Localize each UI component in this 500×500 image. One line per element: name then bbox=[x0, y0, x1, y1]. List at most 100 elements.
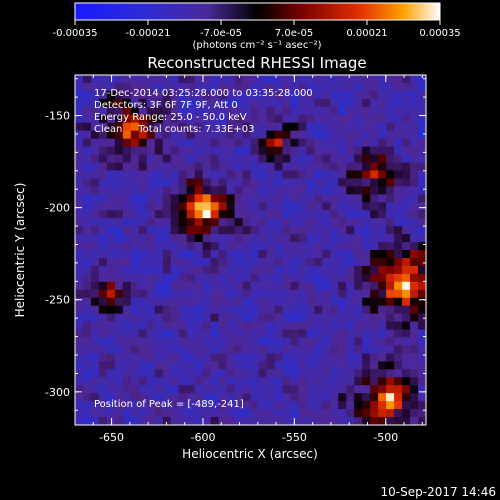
heatmap-cell bbox=[258, 273, 267, 283]
heatmap-cell bbox=[314, 337, 323, 346]
heatmap-cell bbox=[386, 409, 395, 418]
heatmap-cell bbox=[178, 146, 188, 156]
heatmap-cell bbox=[186, 401, 196, 410]
heatmap-cell bbox=[338, 385, 347, 394]
heatmap-cell bbox=[130, 82, 140, 92]
heatmap-cell bbox=[98, 401, 108, 410]
heatmap-cell bbox=[90, 377, 100, 386]
heatmap-cell bbox=[75, 75, 84, 84]
heatmap-cell bbox=[154, 297, 164, 307]
heatmap-cell bbox=[98, 369, 108, 378]
heatmap-cell bbox=[266, 385, 275, 394]
heatmap-cell bbox=[178, 313, 188, 323]
heatmap-cell bbox=[138, 154, 148, 163]
heatmap-cell bbox=[130, 146, 140, 156]
heatmap-cell bbox=[330, 218, 339, 227]
heatmap-cell bbox=[170, 313, 180, 323]
heatmap-cell bbox=[138, 289, 148, 299]
heatmap-cell bbox=[162, 281, 172, 291]
heatmap-cell bbox=[218, 273, 228, 283]
heatmap-cell bbox=[210, 194, 220, 203]
heatmap-cell bbox=[274, 393, 283, 402]
heatmap-cell bbox=[386, 170, 395, 179]
heatmap-cell bbox=[106, 265, 116, 275]
heatmap-cell bbox=[394, 138, 403, 148]
heatmap-cell bbox=[362, 186, 371, 195]
heatmap-cell bbox=[290, 162, 299, 171]
heatmap-cell bbox=[98, 257, 108, 267]
heatmap-cell bbox=[218, 226, 228, 235]
heatmap-cell bbox=[162, 409, 172, 418]
heatmap-cell bbox=[386, 90, 395, 100]
heatmap-cell bbox=[394, 337, 403, 346]
heatmap-cell bbox=[362, 234, 371, 243]
heatmap-cell bbox=[122, 122, 132, 132]
heatmap-cell bbox=[306, 90, 315, 100]
heatmap-cell bbox=[322, 226, 331, 235]
heatmap-cell bbox=[346, 218, 355, 227]
heatmap-cell bbox=[218, 385, 228, 394]
heatmap-cell bbox=[362, 345, 371, 354]
heatmap-cell bbox=[346, 90, 355, 100]
heatmap-cell bbox=[146, 202, 156, 211]
heatmap-cell bbox=[202, 345, 212, 354]
heatmap-cell bbox=[194, 265, 204, 275]
heatmap-cell bbox=[218, 210, 228, 219]
annotation-clean-counts: Clean Total counts: 7.33E+03 bbox=[94, 124, 254, 135]
heatmap-cell bbox=[330, 90, 339, 100]
heatmap-cell bbox=[202, 106, 212, 116]
heatmap-cell bbox=[378, 417, 387, 425]
heatmap-cell bbox=[146, 409, 156, 418]
heatmap-cell bbox=[194, 297, 204, 307]
heatmap-cell bbox=[186, 242, 196, 251]
heatmap-cell bbox=[378, 98, 387, 108]
heatmap-cell bbox=[298, 186, 307, 195]
heatmap-cell bbox=[90, 106, 100, 116]
heatmap-cell bbox=[362, 90, 371, 100]
heatmap-cell bbox=[98, 313, 108, 323]
heatmap-cell bbox=[242, 369, 251, 378]
heatmap-cell bbox=[314, 178, 323, 187]
heatmap-cell bbox=[290, 393, 299, 402]
heatmap-cell bbox=[322, 393, 331, 402]
heatmap-cell bbox=[210, 122, 220, 132]
heatmap-cell bbox=[314, 417, 323, 425]
heatmap-cell bbox=[122, 385, 132, 394]
heatmap-cell bbox=[210, 186, 220, 195]
heatmap-cell bbox=[354, 178, 363, 187]
heatmap-cell bbox=[122, 218, 132, 227]
heatmap-cell bbox=[146, 210, 156, 219]
heatmap-cell bbox=[378, 242, 387, 251]
heatmap-cell bbox=[306, 250, 315, 259]
heatmap-cell bbox=[386, 75, 395, 84]
heatmap-cell bbox=[394, 273, 403, 283]
heatmap-cell bbox=[218, 313, 228, 323]
heatmap-cell bbox=[82, 178, 92, 187]
heatmap-cell bbox=[402, 377, 411, 386]
heatmap-cell bbox=[266, 321, 275, 331]
heatmap-cell bbox=[378, 409, 387, 418]
heatmap-cell bbox=[386, 393, 395, 402]
heatmap-cell bbox=[178, 401, 188, 410]
heatmap-cell bbox=[338, 146, 347, 156]
heatmap-cell bbox=[90, 257, 100, 267]
heatmap-cell bbox=[346, 82, 355, 92]
heatmap-cell bbox=[362, 98, 371, 108]
heatmap-cell bbox=[75, 226, 84, 235]
heatmap-cell bbox=[146, 82, 156, 92]
heatmap-cell bbox=[122, 305, 132, 315]
heatmap-cell bbox=[154, 257, 164, 267]
heatmap-cell bbox=[242, 75, 251, 84]
heatmap-cell bbox=[130, 250, 140, 259]
heatmap-cell bbox=[106, 170, 116, 179]
heatmap-cell bbox=[354, 401, 363, 410]
heatmap-cell bbox=[75, 361, 84, 370]
heatmap-cell bbox=[98, 377, 108, 386]
heatmap-cell bbox=[298, 202, 307, 211]
heatmap-cell bbox=[274, 170, 283, 179]
heatmap-cell bbox=[242, 114, 251, 124]
heatmap-cell bbox=[402, 130, 411, 140]
heatmap-cell bbox=[154, 194, 164, 203]
heatmap-cell bbox=[338, 186, 347, 195]
heatmap-cell bbox=[266, 281, 275, 291]
